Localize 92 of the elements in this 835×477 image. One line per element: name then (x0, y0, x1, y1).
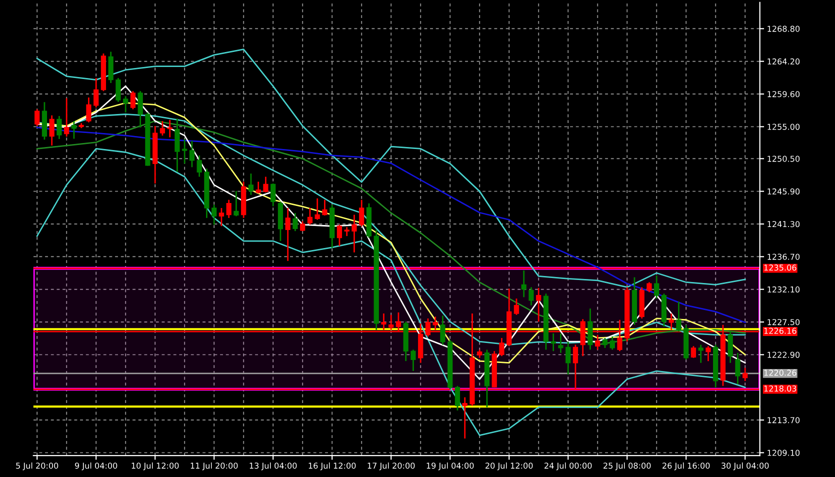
x-tick-label: 25 Jul 08:00 (604, 462, 651, 470)
candlestick (352, 214, 357, 254)
candlestick (307, 207, 313, 226)
candlestick (94, 77, 99, 108)
y-tick-label: 1259.60 (768, 91, 800, 98)
candlestick (602, 337, 608, 349)
candlestick (130, 90, 136, 110)
y-tick-label: 1209.10 (768, 450, 800, 456)
candlestick (668, 312, 674, 331)
candlestick (108, 51, 114, 84)
x-tick-label: 26 Jul 16:00 (662, 462, 710, 470)
candlestick (189, 140, 195, 168)
ref-line-label: 1226.16 (764, 328, 796, 334)
candlestick (234, 190, 239, 217)
candlestick (218, 207, 224, 227)
candlestick (322, 199, 328, 216)
candlestick (212, 204, 217, 226)
candlestick (123, 95, 128, 114)
line-series (36, 48, 746, 288)
candlestick (160, 120, 166, 136)
candlestick (174, 118, 180, 172)
candlestick (64, 98, 70, 138)
y-tick-label: 1245.90 (768, 188, 800, 194)
line-series (36, 148, 746, 436)
candlestick (742, 367, 748, 382)
candlestick (263, 176, 268, 194)
ref-line-label: 1235.06 (764, 264, 796, 271)
candlestick (256, 181, 261, 194)
candlestick (71, 120, 77, 140)
candlestick (690, 345, 696, 359)
y-tick-label: 1264.20 (768, 58, 800, 65)
x-tick-label: 5 Jul 20:00 (16, 462, 58, 470)
candlestick (514, 298, 520, 316)
candlestick (138, 90, 143, 128)
candlestick (698, 344, 704, 364)
y-tick-label: 1250.50 (768, 156, 800, 162)
candlestick (49, 114, 54, 146)
candlestick (34, 108, 40, 127)
candlestick (566, 340, 571, 376)
x-tick-label: 17 Jul 20:00 (368, 462, 415, 470)
candlestick (359, 199, 364, 228)
candlestick (336, 224, 342, 247)
candlestick (646, 282, 652, 293)
ref-line-label: 1218.03 (764, 386, 796, 392)
candlestick (676, 301, 682, 332)
candlestick (536, 287, 542, 322)
y-tick-label: 1268.80 (768, 26, 800, 32)
candlestick (440, 314, 446, 346)
candlestick (292, 212, 298, 232)
x-tick-label: 24 Jul 00:00 (544, 462, 592, 470)
candlestick (706, 345, 711, 362)
candlestick (56, 115, 62, 140)
y-tick-label: 1227.50 (768, 319, 800, 326)
x-tick-label: 11 Jul 20:00 (190, 462, 238, 470)
candlestick (196, 154, 202, 178)
candlestick (521, 270, 526, 298)
candlestick (588, 308, 593, 350)
candlestick (270, 182, 276, 207)
candlestick (226, 199, 232, 219)
candlestick (86, 96, 92, 124)
y-tick-label: 1232.10 (768, 286, 800, 293)
candlestick (499, 337, 504, 357)
x-tick-label: 16 Jul 12:00 (308, 462, 356, 470)
candlestick (462, 396, 468, 440)
candlestick (558, 332, 564, 354)
candlestick (454, 385, 460, 412)
candlestick (410, 349, 416, 372)
x-tick-label: 10 Jul 12:00 (132, 462, 179, 470)
y-tick-label: 1255.00 (768, 124, 800, 130)
candlestick (528, 286, 534, 306)
x-tick-label: 13 Jul 04:00 (250, 462, 297, 470)
y-tick-label: 1241.30 (768, 221, 800, 228)
x-tick-label: 19 Jul 04:00 (426, 462, 474, 470)
candlestick (300, 220, 306, 232)
x-tick-label: 9 Jul 04:00 (75, 462, 118, 470)
candlestick (595, 334, 600, 350)
candlestick (285, 207, 290, 262)
candlestick (550, 332, 556, 352)
candlestick (728, 330, 733, 364)
candlestick (610, 336, 615, 350)
y-tick-label: 1236.70 (768, 254, 800, 260)
ref-line-label: 1220.26 (764, 370, 796, 376)
x-tick-label: 30 Jul 04:00 (722, 462, 769, 470)
candlestick (182, 138, 188, 164)
candlestick (654, 274, 660, 300)
y-tick-label: 1222.90 (768, 352, 800, 358)
candlestick (314, 198, 320, 220)
candlestick (735, 352, 740, 385)
candlestick (116, 77, 121, 103)
y-tick-label: 1213.70 (768, 417, 800, 424)
candlestick (248, 172, 254, 196)
x-tick-label: 20 Jul 12:00 (486, 462, 533, 470)
